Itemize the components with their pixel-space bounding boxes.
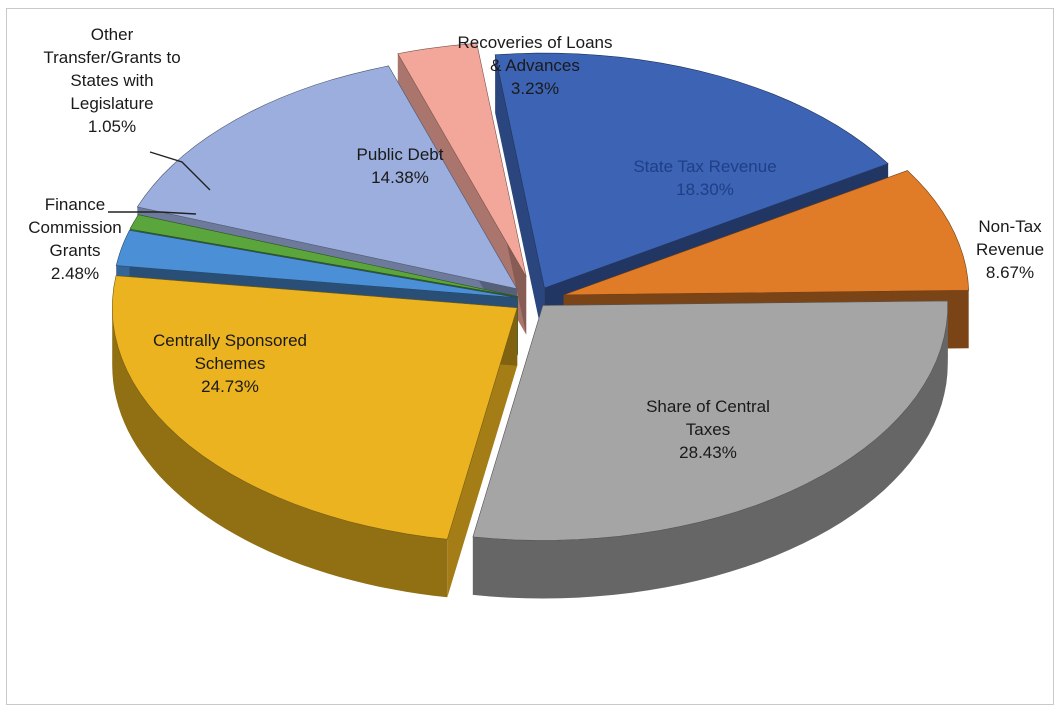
slice-top xyxy=(129,214,518,297)
data-label-non-tax-revenue: Non-Tax Revenue 8.67% xyxy=(976,217,1044,282)
pie-slices xyxy=(111,42,970,599)
slice-top xyxy=(494,52,889,289)
slice-wall xyxy=(495,54,545,347)
data-label-centrally-sponsored-schemes: Centrally Sponsored Schemes 24.73% xyxy=(153,331,307,396)
leader-line-finance-commission xyxy=(108,211,197,215)
leader-line-other-transfer xyxy=(149,151,211,191)
data-label-other-transfer-grants: Other Transfer/Grants to States with Legisl… xyxy=(43,25,180,136)
slice-wall xyxy=(447,307,518,598)
data-label-share-of-central-taxes: Share of Central Taxes 28.43% xyxy=(646,397,770,462)
slice-top xyxy=(115,229,518,299)
slice-share-of-central-taxes xyxy=(472,300,949,599)
slice-top xyxy=(563,170,970,296)
data-label-finance-commission-grants: Finance Commission Grants 2.48% xyxy=(28,195,122,283)
slice-top xyxy=(397,42,527,277)
slice-rim xyxy=(112,307,448,598)
slice-top xyxy=(111,275,518,540)
data-label-public-debt: Public Debt 14.38% xyxy=(357,145,444,187)
data-label-state-tax-revenue: State Tax Revenue 18.30% xyxy=(633,157,776,199)
slice-labels: State Tax Revenue 18.30% Non-Tax Revenue 8.6… xyxy=(28,25,1044,462)
slice-top xyxy=(472,300,949,541)
slice-top xyxy=(136,65,518,290)
slice-centrally-sponsored-schemes xyxy=(111,275,518,598)
slice-rim xyxy=(472,305,948,599)
data-label-recoveries-of-loans: Recoveries of Loans & Advances 3.23% xyxy=(458,33,613,98)
